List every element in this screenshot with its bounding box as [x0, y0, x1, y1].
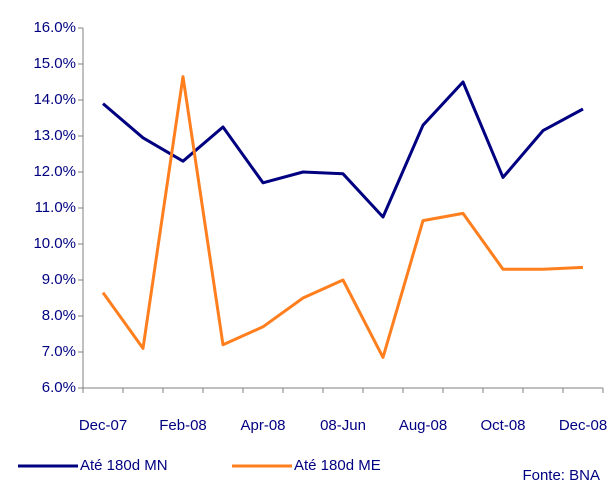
legend-label: Até 180d MN: [80, 457, 168, 474]
y-tick-label: 13.0%: [33, 127, 76, 144]
x-tick-label: Oct-08: [480, 417, 525, 434]
series-line: [101, 75, 584, 359]
legend-label: Até 180d ME: [294, 457, 381, 474]
y-tick-label: 7.0%: [42, 343, 76, 360]
y-tick-label: 11.0%: [35, 199, 76, 216]
x-tick-label: Dec-08: [559, 417, 607, 434]
source-note: Fonte: BNA: [522, 467, 600, 484]
y-tick-label: 14.0%: [33, 91, 76, 108]
y-tick-label: 15.0%: [33, 55, 76, 72]
y-tick-label: 6.0%: [42, 379, 76, 396]
y-tick-label: 10.0%: [33, 235, 76, 252]
x-tick-label: Apr-08: [240, 417, 285, 434]
x-tick-label: 08-Jun: [320, 417, 366, 434]
y-tick-label: 16.0%: [33, 19, 76, 36]
series-line: [102, 80, 584, 219]
y-tick-label: 9.0%: [42, 271, 76, 288]
x-tick-label: Dec-07: [79, 417, 127, 434]
x-tick-label: Feb-08: [159, 417, 207, 434]
y-tick-label: 8.0%: [42, 307, 76, 324]
y-tick-label: 12.0%: [33, 163, 76, 180]
x-tick-label: Aug-08: [399, 417, 447, 434]
